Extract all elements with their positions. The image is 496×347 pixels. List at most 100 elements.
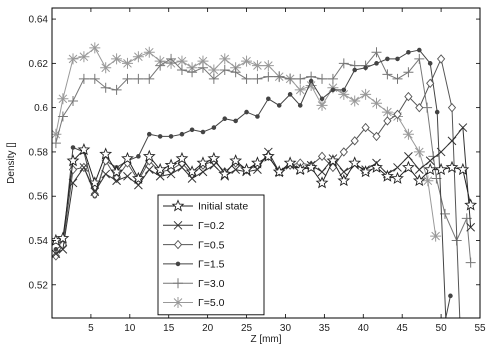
y-tick-label: 0.6 <box>34 103 48 114</box>
legend-item-5-marker <box>173 278 183 289</box>
series-4-point <box>157 134 163 139</box>
series-6-point <box>360 88 372 100</box>
series-2-point <box>466 222 476 232</box>
series-6-point <box>100 62 112 74</box>
series-5-point <box>392 73 403 84</box>
series-3-point <box>52 251 60 261</box>
series-6-point <box>338 88 350 100</box>
x-axis-label: Z [mm] <box>250 334 281 345</box>
series-1-point <box>153 162 167 176</box>
series-5-point <box>78 73 89 84</box>
legend-item-5: Γ=3.0 <box>163 278 225 290</box>
series-1-point <box>261 149 275 162</box>
series-1-point <box>142 149 156 162</box>
series-4-point <box>297 103 303 108</box>
series-4-point <box>189 127 195 133</box>
series-4-point <box>417 47 422 53</box>
series-6-point <box>197 55 209 67</box>
x-tick-label: 40 <box>358 323 370 334</box>
series-6-point <box>143 46 155 58</box>
legend-item-3-label: Γ=0.5 <box>198 239 225 251</box>
x-tick-label: 10 <box>124 323 136 334</box>
series-5-point <box>230 67 241 78</box>
series-1-point <box>66 154 80 167</box>
series-5-point <box>187 67 198 78</box>
series-5 <box>52 47 476 268</box>
series-1-point <box>283 156 297 169</box>
series-1-point <box>99 147 113 160</box>
series-3-point <box>383 116 392 126</box>
series-5-point <box>252 73 263 84</box>
series-5-point <box>133 73 144 84</box>
series-5-point <box>52 138 61 149</box>
series-6-point <box>78 51 90 63</box>
series-1 <box>52 142 478 246</box>
x-tick-label: 25 <box>241 323 253 334</box>
series-5-point <box>219 65 230 75</box>
series-2-point <box>101 169 111 179</box>
series-2-point <box>414 165 424 174</box>
series-1-point <box>110 165 123 178</box>
series-2-point <box>52 249 61 259</box>
series-1-point <box>359 165 373 178</box>
series-5-line <box>55 51 472 263</box>
series-1-point <box>207 151 221 165</box>
series-4-point <box>427 61 433 66</box>
series-1-point <box>175 151 189 165</box>
series-2-point <box>339 167 349 177</box>
series-4-point <box>276 103 282 108</box>
series-6-point <box>305 80 317 91</box>
series-4-point <box>200 129 206 135</box>
series-4-point <box>168 134 174 139</box>
series-4-point <box>319 96 325 102</box>
y-tick-label: 0.54 <box>29 236 49 247</box>
series-3-point <box>393 109 402 119</box>
series-4-point <box>341 87 347 93</box>
series-5-point <box>197 62 208 73</box>
series-4-point <box>287 92 293 97</box>
axes-layer <box>51 7 481 319</box>
x-tick-label: 45 <box>397 323 409 334</box>
series-4-point <box>308 78 314 84</box>
series-1-point <box>272 165 286 178</box>
series-1-point <box>185 165 199 178</box>
series-4-point <box>179 131 185 137</box>
series-6-point <box>349 95 361 107</box>
series-6-point <box>241 55 253 67</box>
series-1-point <box>315 176 329 189</box>
series-2-point <box>231 165 241 174</box>
series-6-point <box>402 128 414 140</box>
legend-item-4-marker <box>175 261 181 267</box>
series-6-point <box>219 53 231 65</box>
x-tick-label: 50 <box>436 323 448 334</box>
series-2-point <box>79 163 89 172</box>
series-6-point <box>251 60 263 72</box>
series-3-point <box>350 136 359 146</box>
series-2-point <box>425 156 435 166</box>
series-3-point <box>90 189 99 199</box>
series-5-point <box>403 67 414 78</box>
x-tick-label: 20 <box>202 323 214 334</box>
series-4-point <box>266 96 271 102</box>
series-3-point <box>361 122 370 133</box>
legend-item-4: Γ=1.5 <box>163 259 225 271</box>
series-2-point <box>58 245 68 254</box>
series-4-point <box>146 131 152 137</box>
series-1-point <box>251 156 264 169</box>
series-1-point <box>164 158 178 171</box>
series-5-point <box>295 73 306 84</box>
series-3-point <box>339 147 348 157</box>
series-1-point <box>88 176 102 189</box>
series-1-point <box>381 169 394 182</box>
series-3-point <box>415 102 424 113</box>
series-1-point <box>456 162 470 176</box>
series-5-point <box>100 82 111 93</box>
legend-item-6-label: Γ=5.0 <box>198 297 225 309</box>
legend-item-1-marker <box>171 199 185 212</box>
series-2-point <box>90 187 100 197</box>
series-5-point <box>144 73 155 84</box>
series-2-point <box>177 163 187 172</box>
series-2-point <box>123 171 132 181</box>
series-6-point <box>371 97 383 109</box>
